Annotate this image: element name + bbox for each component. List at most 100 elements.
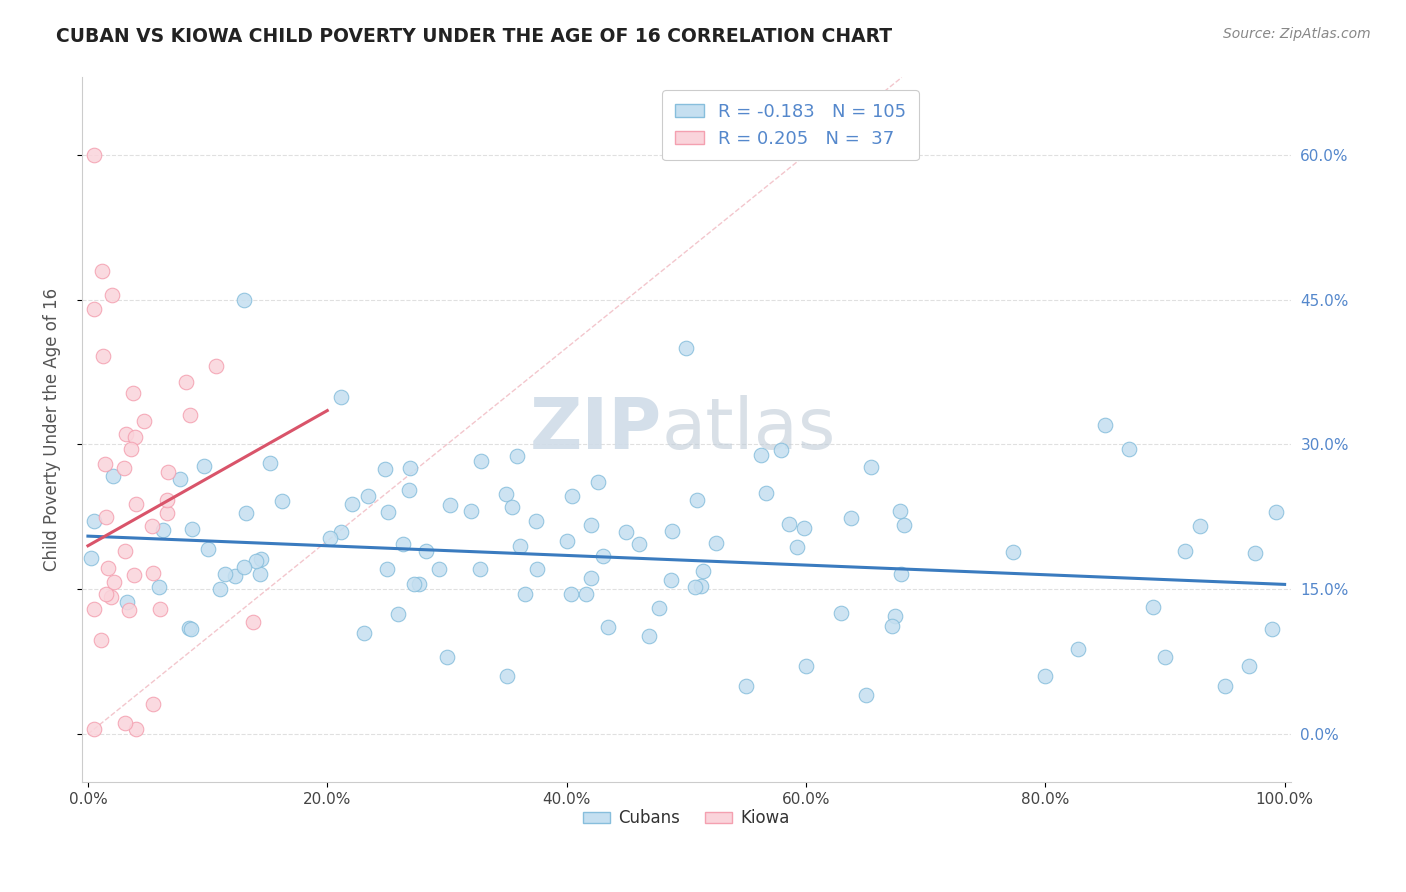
Point [149,601,172,615]
Point [115,595,138,609]
Point [125,723,148,737]
Point [242,615,264,629]
Point [1237,659,1260,673]
Point [398,483,420,498]
Point [659,573,682,587]
Point [259,456,281,470]
Point [377,505,399,519]
Point [860,460,883,475]
Point [402,576,425,591]
Point [509,540,531,554]
Point [596,619,619,633]
Point [661,524,683,538]
Point [408,576,430,591]
Point [769,443,792,458]
Point [794,659,817,673]
Point [205,359,228,373]
Point [270,494,292,508]
Legend: Cubans, Kiowa: Cubans, Kiowa [576,803,796,834]
Point [214,566,236,581]
Point [501,500,523,514]
Point [1094,418,1116,433]
Point [124,430,146,444]
Point [793,521,815,535]
Point [148,580,170,594]
Point [436,649,458,664]
Point [181,522,204,536]
Point [470,454,492,468]
Point [560,489,582,503]
Point [1154,649,1177,664]
Point [515,586,537,600]
Point [112,461,135,475]
Point [193,459,215,474]
Point [575,587,598,601]
Point [83,514,105,528]
Point [125,497,148,511]
Point [80,551,103,566]
Point [647,600,669,615]
Point [1213,679,1236,693]
Point [340,496,363,510]
Point [614,525,637,540]
Point [468,562,491,576]
Point [889,504,911,518]
Point [156,465,179,479]
Point [180,622,202,636]
Point [83,302,105,317]
Text: CUBAN VS KIOWA CHILD POVERTY UNDER THE AGE OF 16 CORRELATION CHART: CUBAN VS KIOWA CHILD POVERTY UNDER THE A… [56,27,893,45]
Point [1264,505,1286,519]
Point [427,562,450,576]
Point [1033,669,1056,683]
Point [174,375,197,389]
Point [114,715,136,730]
Point [392,537,415,551]
Point [353,626,375,640]
Point [357,489,380,503]
Point [506,449,529,463]
Point [579,571,602,585]
Point [169,472,191,486]
Point [1142,599,1164,614]
Point [778,517,800,532]
Point [179,408,201,422]
Point [786,540,808,554]
Point [100,590,122,604]
Point [387,607,409,622]
Point [1244,546,1267,560]
Point [675,341,697,355]
Point [103,575,125,590]
Point [209,582,232,597]
Point [692,564,714,578]
Point [224,569,246,583]
Point [142,697,165,711]
Point [91,349,114,363]
Point [495,669,517,683]
Point [329,390,352,404]
Point [83,601,105,615]
Point [524,514,547,528]
Point [855,689,877,703]
Point [735,679,758,693]
Point [232,293,254,307]
Point [329,524,352,539]
Point [526,562,548,576]
Point [117,602,139,616]
Point [579,518,602,533]
Point [90,632,112,647]
Point [884,609,907,624]
Point [374,462,396,476]
Point [142,566,165,580]
Point [495,487,517,501]
Point [96,587,118,601]
Point [97,561,120,575]
Text: atlas: atlas [662,395,837,465]
Point [132,413,155,427]
Point [94,510,117,524]
Point [245,554,267,568]
Point [101,468,124,483]
Point [627,537,650,551]
Point [683,581,706,595]
Point [114,543,136,558]
Point [1189,518,1212,533]
